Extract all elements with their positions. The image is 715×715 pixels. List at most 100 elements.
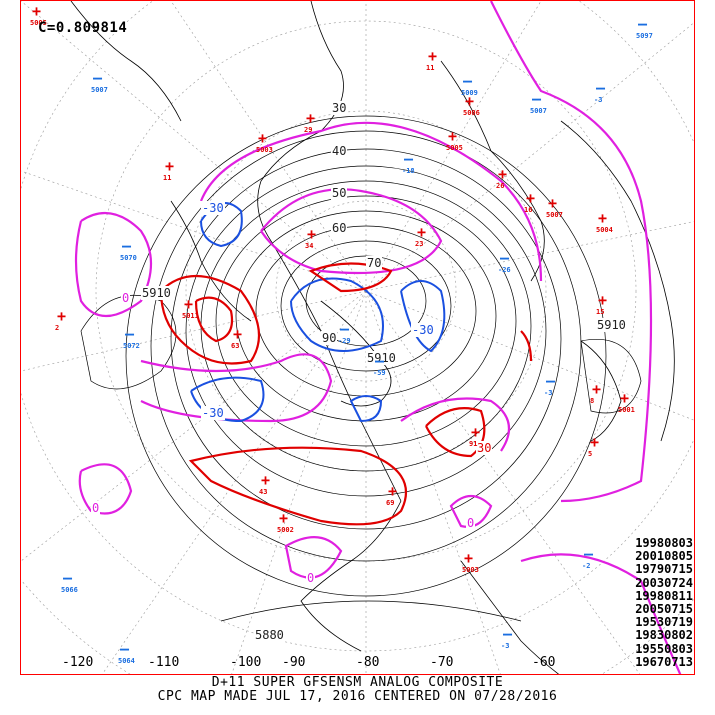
longitude-label: -60: [532, 655, 556, 670]
analog-date: 19530719: [635, 615, 693, 630]
plus-marker-value: 8: [590, 397, 595, 405]
plus-marker-icon: +: [590, 433, 600, 451]
analog-date: 19790715: [635, 562, 693, 577]
analog-date: 19830802: [635, 628, 693, 643]
plus-marker-icon: +: [32, 2, 42, 20]
minus-marker-value: 5007: [530, 107, 547, 115]
plus-marker-value: 63: [231, 342, 240, 350]
plus-marker-icon: +: [306, 109, 316, 127]
anomaly-label: 0: [466, 516, 476, 530]
minus-marker-icon: –: [122, 237, 132, 255]
anomaly-label: 0: [91, 501, 101, 515]
minus-marker-icon: –: [500, 249, 510, 267]
minus-marker-value: -2: [582, 562, 591, 570]
negative-contours: [190, 202, 446, 423]
anomaly-label: -30: [411, 323, 435, 337]
plus-marker-value: 2: [55, 324, 60, 332]
plus-marker-value: 5002: [277, 526, 294, 534]
plus-marker-value: 5011: [182, 312, 199, 320]
plus-marker-value: 11: [426, 64, 435, 72]
anomaly-label: 90: [321, 331, 338, 345]
plus-marker-value: 16: [524, 206, 533, 214]
minus-marker-value: 5007: [91, 86, 108, 94]
anomaly-label: 40: [331, 144, 348, 158]
plus-marker-icon: +: [388, 482, 398, 500]
analog-date: 20010805: [635, 549, 693, 564]
minus-marker-icon: –: [63, 569, 73, 587]
longitude-label: -80: [356, 655, 380, 670]
minus-marker-icon: –: [546, 372, 556, 390]
minus-marker-icon: –: [120, 640, 130, 658]
analog-date: 19980803: [635, 536, 693, 550]
minus-marker-value: -29: [338, 337, 351, 345]
minus-marker-icon: –: [125, 325, 135, 343]
anomaly-label: 30: [476, 441, 493, 455]
longitude-labels: -120 -110 -100 -90 -80 -70 -60: [20, 655, 695, 675]
analog-date: 20050715: [635, 601, 693, 616]
plus-marker-value: 5006: [463, 109, 480, 117]
minus-marker-icon: –: [584, 545, 594, 563]
plus-marker-value: 69: [386, 499, 395, 507]
coastlines: [70, 1, 675, 674]
plus-marker-icon: +: [57, 307, 67, 325]
anomaly-label: 0: [121, 291, 131, 305]
minus-marker-icon: –: [340, 320, 350, 338]
plus-marker-icon: +: [307, 225, 317, 243]
plus-marker-icon: +: [417, 223, 427, 241]
map-canvas: [21, 1, 694, 674]
plus-marker-icon: +: [428, 47, 438, 65]
plus-marker-icon: +: [592, 380, 602, 398]
plus-marker-value: 15: [596, 308, 605, 316]
plus-marker-icon: +: [526, 189, 536, 207]
graticule: [21, 1, 694, 674]
plus-marker-icon: +: [261, 471, 271, 489]
minus-marker-value: -3: [594, 96, 603, 104]
minus-marker-icon: –: [638, 15, 648, 33]
longitude-label: -120: [62, 655, 94, 670]
map-frame: 5910 5910 5880 5910 0 0 0 0 30 30 -30 -3…: [20, 0, 695, 675]
plus-marker-value: 5001: [618, 406, 635, 414]
anomaly-label: -30: [201, 201, 225, 215]
anomaly-label: 70: [366, 256, 383, 270]
plus-marker-icon: +: [184, 295, 194, 313]
analog-date: 20030724: [635, 575, 693, 590]
minus-marker-value: -59: [373, 369, 386, 377]
minus-marker-value: -26: [498, 266, 511, 274]
minus-marker-icon: –: [404, 150, 414, 168]
plus-marker-icon: +: [279, 509, 289, 527]
plus-marker-value: 29: [304, 126, 313, 134]
analog-dates-list: 19980803 20010805 19790715 20030724 1998…: [635, 536, 693, 669]
anomaly-label: 60: [331, 221, 348, 235]
minus-marker-value: -3: [501, 642, 510, 650]
plus-marker-icon: +: [258, 129, 268, 147]
plus-marker-icon: +: [548, 194, 558, 212]
plus-marker-value: 5003: [462, 566, 479, 574]
plus-marker-value: 34: [305, 242, 314, 250]
map-caption-line2: CPC MAP MADE JUL 17, 2016 CENTERED ON 07…: [157, 689, 558, 704]
plus-marker-icon: +: [498, 165, 508, 183]
anomaly-label: 0: [306, 571, 316, 585]
minus-marker-value: -18: [402, 167, 415, 175]
zero-contours: [74, 1, 682, 674]
plus-marker-icon: +: [165, 157, 175, 175]
positive-contours: [159, 262, 533, 526]
plus-marker-value: 91: [469, 440, 478, 448]
anomaly-label: -30: [201, 406, 225, 420]
plus-marker-icon: +: [465, 92, 475, 110]
minus-marker-value: 5009: [461, 89, 478, 97]
plus-marker-value: 5004: [596, 226, 613, 234]
minus-marker-icon: –: [93, 69, 103, 87]
longitude-label: -70: [430, 655, 454, 670]
plus-marker-value: 26: [496, 182, 505, 190]
height-label: 5910: [141, 286, 172, 300]
minus-marker-value: 5070: [120, 254, 137, 262]
plus-marker-value: 5005: [446, 144, 463, 152]
anomaly-label: 30: [331, 101, 348, 115]
plus-marker-value: 23: [415, 240, 424, 248]
analog-date: 19980811: [635, 588, 693, 603]
height-label: 5910: [596, 318, 627, 332]
plus-marker-value: 5007: [546, 211, 563, 219]
plus-marker-icon: +: [448, 127, 458, 145]
plus-marker-value: 11: [163, 174, 172, 182]
minus-marker-value: 5097: [636, 32, 653, 40]
